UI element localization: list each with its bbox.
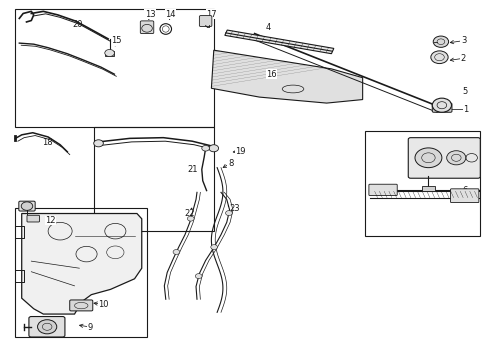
FancyBboxPatch shape	[19, 201, 35, 211]
Bar	[15, 208, 147, 337]
Polygon shape	[211, 50, 363, 103]
Circle shape	[433, 36, 449, 48]
Text: 1: 1	[463, 105, 468, 114]
Circle shape	[196, 274, 202, 279]
Circle shape	[225, 211, 232, 216]
Text: 8: 8	[228, 158, 233, 167]
Text: 12: 12	[45, 216, 56, 225]
Text: 17: 17	[206, 10, 217, 19]
FancyBboxPatch shape	[70, 300, 93, 311]
Polygon shape	[22, 213, 142, 314]
FancyBboxPatch shape	[450, 189, 479, 203]
Text: 4: 4	[266, 23, 270, 32]
Text: 6: 6	[462, 186, 467, 195]
Bar	[15, 9, 214, 127]
Text: 5: 5	[462, 87, 467, 96]
Circle shape	[447, 151, 466, 165]
Bar	[365, 131, 480, 237]
Circle shape	[431, 51, 448, 64]
Circle shape	[432, 98, 451, 112]
Text: 15: 15	[111, 36, 122, 45]
Text: 20: 20	[73, 20, 83, 29]
FancyBboxPatch shape	[432, 103, 452, 112]
Text: 2: 2	[461, 54, 466, 63]
Text: 22: 22	[185, 209, 195, 218]
Bar	[105, 51, 114, 56]
Text: 16: 16	[266, 70, 277, 79]
Circle shape	[202, 145, 209, 151]
Circle shape	[187, 216, 194, 221]
Circle shape	[21, 202, 33, 210]
Text: 18: 18	[42, 139, 52, 148]
Text: 13: 13	[145, 10, 155, 19]
Polygon shape	[225, 30, 334, 54]
Text: 3: 3	[461, 36, 466, 45]
Circle shape	[209, 145, 219, 152]
FancyBboxPatch shape	[27, 215, 40, 222]
FancyBboxPatch shape	[140, 21, 154, 33]
Circle shape	[38, 320, 57, 334]
Text: 21: 21	[187, 165, 197, 174]
Circle shape	[173, 249, 180, 255]
FancyBboxPatch shape	[29, 316, 65, 337]
Text: 14: 14	[165, 10, 176, 19]
Circle shape	[94, 140, 103, 147]
Bar	[422, 186, 435, 191]
Text: 9: 9	[88, 323, 93, 332]
FancyBboxPatch shape	[199, 15, 212, 27]
FancyBboxPatch shape	[408, 138, 480, 178]
Circle shape	[211, 244, 218, 249]
Text: 19: 19	[235, 147, 245, 156]
Text: 23: 23	[229, 204, 240, 213]
Text: 11: 11	[23, 202, 33, 211]
Text: 7: 7	[456, 155, 462, 164]
Circle shape	[105, 49, 114, 57]
FancyBboxPatch shape	[369, 184, 397, 195]
Text: 10: 10	[98, 300, 109, 309]
Bar	[94, 127, 214, 231]
Circle shape	[415, 148, 442, 168]
